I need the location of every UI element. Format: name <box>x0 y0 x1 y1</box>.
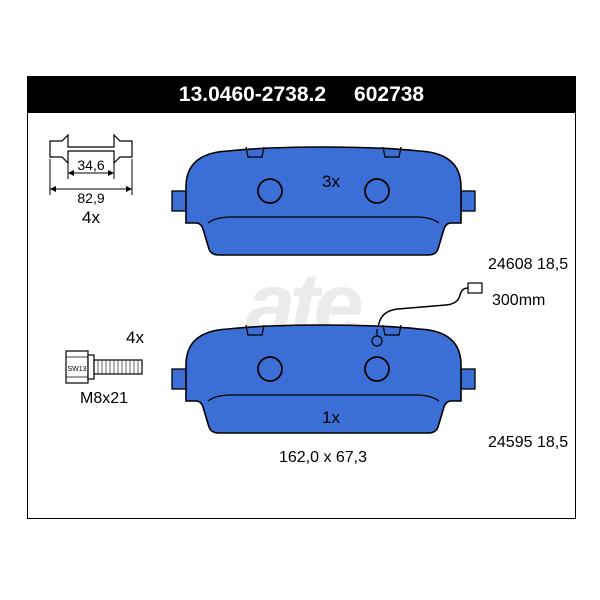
wire-length: 300mm <box>492 292 545 309</box>
wire: 300mm <box>378 283 545 331</box>
bolt-qty: 4x <box>126 328 144 347</box>
pad-bottom-qty: 1x <box>322 408 340 427</box>
clip-drawing: 34,6 82,9 4x <box>50 135 132 227</box>
pad-top-qty: 3x <box>322 172 340 191</box>
bolt-hex-label: SW13 <box>67 366 86 373</box>
pad-top: 3x <box>172 147 475 255</box>
diagram-svg: 34,6 82,9 4x SW13 <box>28 77 575 518</box>
clip-qty: 4x <box>82 208 100 227</box>
bolt-size: M8x21 <box>80 390 128 407</box>
main-dimensions: 162,0 x 67,3 <box>279 449 367 466</box>
pad-bottom-code: 24595 18,5 <box>488 434 568 451</box>
bolt-drawing: SW13 4x M8x21 <box>66 328 144 407</box>
diagram-container: 13.0460-2738.2 602738 ate 34,6 82,9 4x <box>27 76 576 519</box>
clip-outer-width: 82,9 <box>77 190 104 206</box>
pad-top-code: 24608 18,5 <box>488 256 568 273</box>
clip-inner-width: 34,6 <box>77 157 104 173</box>
pad-bottom: 1x <box>172 325 475 433</box>
